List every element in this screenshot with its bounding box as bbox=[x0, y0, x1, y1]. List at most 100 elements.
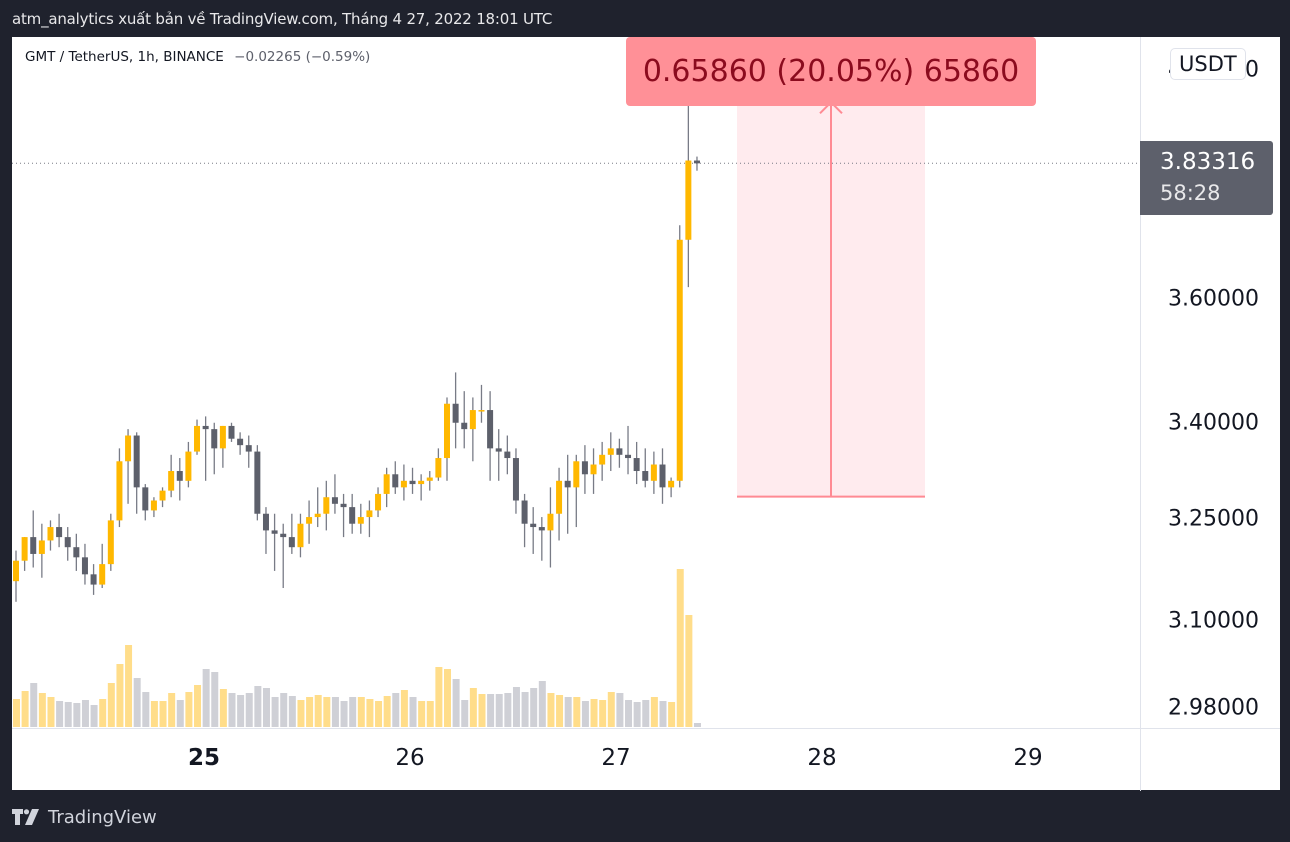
volume-bar bbox=[159, 701, 167, 727]
volume-bar bbox=[590, 699, 598, 727]
candle-up bbox=[375, 493, 382, 511]
candle-up bbox=[297, 523, 304, 548]
volume-bar bbox=[314, 695, 322, 727]
candle-down bbox=[452, 403, 459, 423]
volume-bar bbox=[599, 700, 607, 727]
candle-down bbox=[581, 461, 588, 475]
price-change: −0.02265 (−0.59%) bbox=[234, 49, 371, 65]
volume-bar bbox=[693, 723, 701, 727]
time-tick-label: 27 bbox=[601, 745, 631, 771]
candle-up bbox=[607, 448, 614, 455]
candle-down bbox=[202, 425, 209, 430]
volume-bar bbox=[288, 696, 296, 727]
candle-up bbox=[150, 500, 157, 511]
volume-bar bbox=[271, 697, 279, 727]
volume-bar bbox=[495, 694, 503, 727]
candle-down bbox=[73, 547, 80, 558]
candle-down bbox=[81, 557, 88, 575]
volume-bar bbox=[133, 678, 141, 727]
price-axis[interactable]: 4.000003.600003.400003.250003.100002.980… bbox=[1140, 37, 1281, 728]
volume-bar bbox=[176, 700, 184, 727]
candle-down bbox=[616, 448, 623, 455]
volume-bar bbox=[668, 702, 676, 727]
volume-bar bbox=[659, 701, 667, 727]
candle-up bbox=[125, 435, 132, 462]
volume-bar bbox=[556, 695, 564, 727]
tradingview-brand: TradingView bbox=[48, 806, 157, 828]
candle-down bbox=[564, 480, 571, 488]
volume-bar bbox=[400, 690, 408, 727]
candle-down bbox=[633, 458, 640, 472]
volume-bar bbox=[487, 694, 495, 727]
candle-up bbox=[116, 461, 123, 521]
candle-up bbox=[314, 513, 321, 518]
price-range-measure-label[interactable]: 0.65860 (20.05%) 65860 bbox=[626, 37, 1036, 106]
candle-up bbox=[676, 239, 683, 481]
volume-bar bbox=[47, 697, 55, 727]
candle-up bbox=[194, 425, 201, 452]
volume-bar bbox=[383, 696, 391, 727]
volume-bar bbox=[392, 693, 400, 727]
volume-bar bbox=[607, 692, 615, 727]
candle-down bbox=[693, 160, 700, 164]
candle-up bbox=[107, 520, 114, 565]
candle-up bbox=[383, 474, 390, 494]
tradingview-footer: TradingView bbox=[12, 800, 157, 834]
currency-button[interactable]: USDT bbox=[1170, 48, 1246, 80]
volume-bar bbox=[461, 700, 469, 727]
candle-up bbox=[21, 537, 28, 561]
volume-bar bbox=[633, 702, 641, 727]
candle-up bbox=[426, 477, 433, 481]
volume-bar bbox=[547, 693, 555, 727]
candle-up bbox=[185, 451, 192, 481]
volume-bar bbox=[616, 693, 624, 727]
candle-down bbox=[56, 527, 63, 538]
volume-bar bbox=[685, 615, 693, 727]
time-axis[interactable]: 25 26 27 28 29 bbox=[12, 728, 1280, 791]
volume-bar bbox=[331, 697, 339, 727]
candle-down bbox=[625, 454, 632, 459]
volume-bar bbox=[418, 701, 426, 727]
volume-bar bbox=[194, 685, 202, 727]
candle-up bbox=[159, 490, 166, 501]
candle-down bbox=[288, 537, 295, 548]
volume-bar bbox=[564, 697, 572, 727]
volume-bar bbox=[185, 692, 193, 727]
candle-up bbox=[323, 497, 330, 514]
volume-bar bbox=[642, 700, 650, 727]
candle-down bbox=[409, 480, 416, 485]
candlestick-plot[interactable] bbox=[12, 37, 1140, 728]
candle-up bbox=[547, 513, 554, 531]
candle-down bbox=[521, 500, 528, 524]
candle-up bbox=[38, 540, 45, 554]
candle-down bbox=[30, 537, 37, 554]
candle-down bbox=[64, 537, 71, 548]
volume-bar bbox=[469, 688, 477, 727]
candle-up bbox=[306, 517, 313, 524]
time-tick-label: 25 bbox=[187, 745, 221, 771]
price-tick-label: 3.10000 bbox=[1168, 608, 1259, 634]
candle-down bbox=[262, 513, 269, 531]
volume-bar bbox=[409, 697, 417, 727]
volume-bar bbox=[81, 700, 89, 727]
symbol-name: GMT / TetherUS, 1h, BINANCE bbox=[25, 49, 224, 65]
volume-bar bbox=[538, 681, 546, 727]
candle-up bbox=[366, 510, 373, 518]
candle-down bbox=[495, 448, 502, 452]
volume-bar bbox=[426, 701, 434, 727]
volume-bar bbox=[625, 700, 633, 727]
candle-up bbox=[478, 410, 485, 412]
volume-bar bbox=[521, 692, 529, 727]
volume-bar bbox=[107, 683, 115, 727]
chart-frame[interactable]: GMT / TetherUS, 1h, BINANCE −0.02265 (−0… bbox=[12, 37, 1281, 791]
bar-countdown: 58:28 bbox=[1160, 181, 1221, 205]
candle-up bbox=[650, 464, 657, 481]
candle-up bbox=[13, 560, 19, 582]
volume-bar bbox=[504, 693, 512, 727]
candle-up bbox=[668, 480, 675, 488]
volume-bar bbox=[116, 664, 124, 727]
tradingview-logo-icon bbox=[12, 809, 39, 825]
volume-bar bbox=[297, 700, 305, 727]
volume-bar bbox=[262, 688, 270, 727]
candle-down bbox=[392, 474, 399, 488]
